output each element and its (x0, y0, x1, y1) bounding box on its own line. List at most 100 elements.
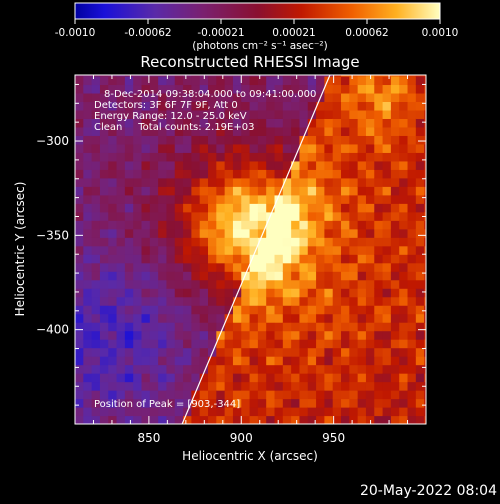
heatmap-cell (291, 228, 301, 238)
heatmap-cell (382, 135, 392, 145)
heatmap-cell (341, 373, 350, 383)
heatmap-cell (216, 75, 226, 77)
heatmap-cell (316, 177, 325, 187)
heatmap-cell (133, 390, 143, 400)
heatmap-cell (307, 186, 317, 196)
heatmap-cell (83, 211, 93, 221)
heatmap-cell (307, 177, 317, 187)
heatmap-cell (349, 118, 359, 128)
heatmap-cell (141, 288, 151, 298)
heatmap-cell (99, 279, 109, 289)
heatmap-cell (183, 313, 192, 323)
heatmap-cell (91, 296, 101, 306)
heatmap-cell (208, 177, 217, 187)
heatmap-cell (291, 330, 301, 340)
heatmap-cell (149, 313, 159, 323)
heatmap-cell (166, 347, 176, 357)
heatmap-cell (83, 313, 93, 323)
heatmap-cell (99, 228, 109, 238)
heatmap-cell (257, 92, 267, 103)
heatmap-cell (299, 186, 309, 196)
heatmap-cell (108, 228, 118, 238)
heatmap-cell (116, 203, 126, 213)
heatmap-cell (108, 211, 118, 221)
heatmap-cell (141, 305, 151, 315)
heatmap-cell (141, 152, 151, 162)
heatmap-cell (399, 364, 409, 374)
heatmap-cell (399, 296, 409, 306)
heatmap-cell (316, 415, 325, 424)
heatmap-cell (108, 118, 118, 128)
heatmap-cell (266, 109, 276, 119)
heatmap-cell (116, 75, 126, 77)
heatmap-cell (199, 288, 209, 298)
heatmap-cell (83, 296, 93, 306)
heatmap-cell (382, 330, 392, 340)
heatmap-cell (291, 101, 301, 111)
heatmap-cell (424, 75, 426, 86)
heatmap-cell (415, 228, 425, 238)
heatmap-cell (257, 254, 267, 264)
heatmap-cell (399, 407, 409, 417)
heatmap-cell (241, 203, 251, 213)
heatmap-cell (341, 220, 350, 230)
heatmap-cell (349, 262, 359, 272)
heatmap-cell (91, 186, 101, 196)
heatmap-cell (390, 186, 400, 196)
heatmap-cell (141, 330, 151, 340)
heatmap-cell (199, 296, 209, 306)
heatmap-cell (91, 279, 101, 289)
heatmap-cell (199, 322, 209, 332)
heatmap-cell (291, 245, 301, 255)
heatmap-cell (399, 75, 409, 86)
heatmap-cell (216, 220, 226, 230)
heatmap-cell (216, 211, 226, 221)
heatmap-cell (282, 152, 292, 162)
heatmap-cell (282, 177, 292, 187)
heatmap-cell (199, 356, 209, 366)
heatmap-cell (108, 126, 118, 136)
heatmap-cell (208, 398, 217, 408)
heatmap-cell (158, 186, 168, 196)
heatmap-cell (415, 381, 425, 391)
heatmap-cell (324, 407, 334, 417)
heatmap-cell (174, 101, 184, 111)
heatmap-cell (341, 322, 350, 332)
heatmap-cell (299, 279, 309, 289)
heatmap-cell (332, 160, 342, 170)
heatmap-cell (99, 84, 109, 94)
heatmap-cell (282, 211, 292, 221)
heatmap-cell (291, 75, 301, 86)
heatmap-cell (407, 237, 417, 247)
heatmap-cell (415, 186, 425, 196)
heatmap-cell (216, 398, 226, 408)
heatmap-cell (415, 339, 425, 349)
heatmap-cell (166, 211, 176, 221)
heatmap-cell (390, 245, 400, 255)
heatmap-cell (116, 220, 126, 230)
heatmap-cell (183, 305, 192, 315)
heatmap-cell (199, 373, 209, 383)
heatmap-cell (282, 305, 292, 315)
heatmap-cell (133, 220, 143, 230)
heatmap-cell (274, 118, 284, 128)
heatmap-cell (116, 356, 126, 366)
heatmap-cell (424, 169, 426, 179)
heatmap-cell (332, 288, 342, 298)
heatmap-cell (349, 152, 359, 162)
heatmap-cell (141, 271, 151, 281)
heatmap-cell (316, 186, 325, 196)
heatmap-cell (116, 211, 126, 221)
heatmap-cell (349, 415, 359, 424)
heatmap-cell (116, 160, 126, 170)
heatmap-cell (75, 143, 84, 153)
heatmap-cell (349, 84, 359, 94)
heatmap-cell (341, 262, 350, 272)
heatmap-cell (349, 407, 359, 417)
heatmap-cell (241, 330, 251, 340)
heatmap-cell (257, 364, 267, 374)
heatmap-cell (332, 245, 342, 255)
heatmap-cell (332, 356, 342, 366)
heatmap-cell (99, 254, 109, 264)
heatmap-cell (324, 194, 334, 204)
